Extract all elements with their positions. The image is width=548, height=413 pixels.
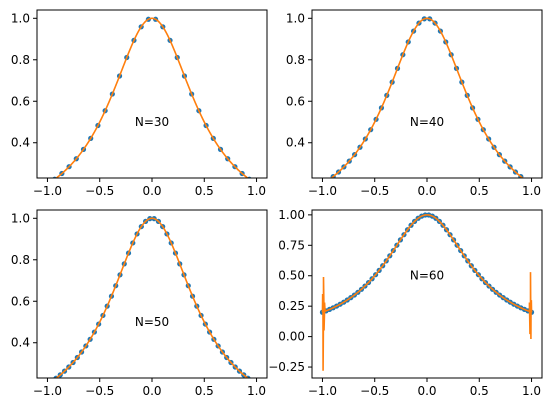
subplot-1-ticks: −1.0 −0.5 0.0 0.5 1.0 0.4 0.6 0.8 1.0 xyxy=(11,11,266,198)
y-tick-label: 0.6 xyxy=(11,94,30,108)
x-tick-label: −0.5 xyxy=(85,384,114,398)
x-tick-label: −1.0 xyxy=(33,384,62,398)
y-tick-label: 0.25 xyxy=(278,299,305,313)
y-tick-label: 0.8 xyxy=(11,53,30,67)
interpolant-line xyxy=(321,214,533,371)
subplot-1-plot xyxy=(52,16,252,178)
x-tick-label: −0.5 xyxy=(360,384,389,398)
y-tick-label: 0.75 xyxy=(278,238,305,252)
x-tick-label: 1.0 xyxy=(522,184,541,198)
y-tick-label: −0.25 xyxy=(268,360,305,374)
subplot-2-annotation: N=40 xyxy=(410,115,444,129)
subplot-4-annotation: N=60 xyxy=(410,269,444,283)
subplot-4-plot xyxy=(319,212,535,371)
y-tick-label: 0.50 xyxy=(278,269,305,283)
interpolant-line xyxy=(55,17,249,178)
subplot-2: −1.0 −0.5 0.0 0.5 1.0 0.4 0.6 0.8 1.0 N=40 xyxy=(286,9,543,198)
subplot-1-annotation: N=30 xyxy=(135,115,169,129)
subplot-3-plot xyxy=(53,216,251,378)
y-tick-label: 0.6 xyxy=(11,294,30,308)
subplot-4: −1.0 −0.5 0.0 0.5 1.0 −0.25 0.00 0.25 0.50 0.75 1.… xyxy=(268,208,543,398)
x-tick-label: 1.0 xyxy=(247,184,266,198)
x-tick-label: 1.0 xyxy=(247,384,266,398)
subplot-3-ticks: −1.0 −0.5 0.0 0.5 1.0 0.4 0.6 0.8 1.0 xyxy=(11,211,266,398)
y-tick-label: 0.8 xyxy=(11,253,30,267)
x-tick-label: −1.0 xyxy=(33,184,62,198)
x-tick-label: −0.5 xyxy=(360,184,389,198)
subplot-3: −1.0 −0.5 0.0 0.5 1.0 0.4 0.6 0.8 1.0 N=50 xyxy=(11,209,268,398)
x-tick-label: 0.0 xyxy=(142,184,161,198)
y-tick-label: 1.0 xyxy=(286,11,305,25)
subplot-2-ticks: −1.0 −0.5 0.0 0.5 1.0 0.4 0.6 0.8 1.0 xyxy=(286,11,541,198)
x-tick-label: 0.5 xyxy=(470,184,489,198)
interpolant-line xyxy=(330,17,524,178)
subplot-1: −1.0 −0.5 0.0 0.5 1.0 0.4 0.6 0.8 1.0 N=30 xyxy=(11,9,268,198)
interpolant-line xyxy=(55,217,249,378)
subplot-4-ticks: −1.0 −0.5 0.0 0.5 1.0 −0.25 0.00 0.25 0.50 0.75 1.… xyxy=(268,208,541,398)
x-tick-label: −1.0 xyxy=(308,384,337,398)
x-tick-label: −1.0 xyxy=(308,184,337,198)
subplot-2-plot xyxy=(330,16,524,178)
subplot-3-annotation: N=50 xyxy=(135,315,169,329)
y-tick-label: 0.00 xyxy=(278,330,305,344)
x-tick-label: −0.5 xyxy=(85,184,114,198)
x-tick-label: 0.0 xyxy=(417,384,436,398)
x-tick-label: 0.5 xyxy=(195,384,214,398)
y-tick-label: 0.4 xyxy=(11,336,30,350)
x-tick-label: 0.0 xyxy=(142,384,161,398)
y-tick-label: 1.00 xyxy=(278,208,305,222)
y-tick-label: 1.0 xyxy=(11,211,30,225)
y-tick-label: 0.8 xyxy=(286,53,305,67)
y-tick-label: 0.6 xyxy=(286,94,305,108)
x-tick-label: 0.5 xyxy=(470,384,489,398)
y-tick-label: 0.4 xyxy=(286,136,305,150)
y-tick-label: 0.4 xyxy=(11,136,30,150)
x-tick-label: 1.0 xyxy=(522,384,541,398)
x-tick-label: 0.5 xyxy=(195,184,214,198)
x-tick-label: 0.0 xyxy=(417,184,436,198)
y-tick-label: 1.0 xyxy=(11,11,30,25)
